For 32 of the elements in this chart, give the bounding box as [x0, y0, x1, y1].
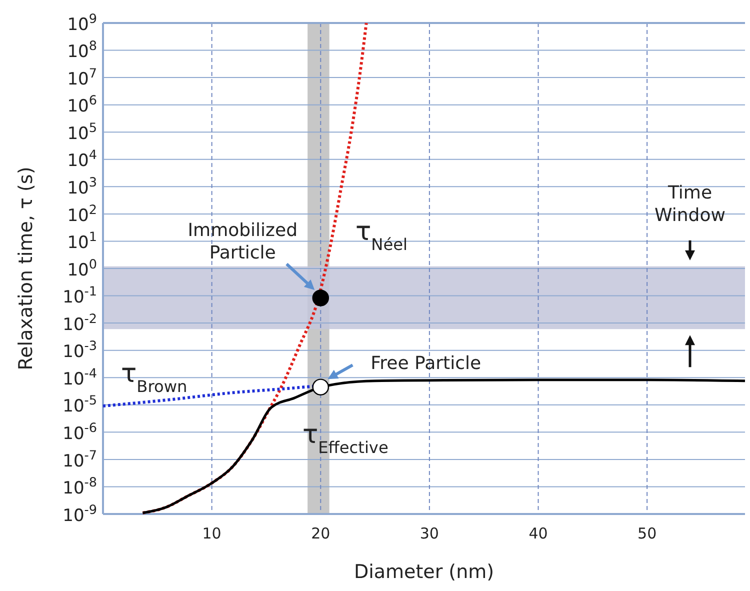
x-axis-title: Diameter (nm) — [354, 561, 494, 583]
y-tick-label: 10$^{-8}$ — [62, 475, 97, 499]
y-tick-label: 10$^{-4}$ — [62, 366, 97, 390]
x-tick-label: 20 — [311, 524, 330, 543]
x-tick-label: 10 — [202, 524, 222, 543]
x-tick-label: 40 — [528, 524, 548, 543]
x-tick-label: 30 — [420, 524, 439, 543]
y-tick-label: 10$^{-6}$ — [62, 420, 97, 444]
y-tick-label: 10$^{5}$ — [67, 120, 97, 144]
y-tick-label: 10$^{3}$ — [67, 174, 97, 198]
band-label: Time Window — [654, 182, 726, 226]
y-tick-label: 10$^{-9}$ — [62, 502, 97, 526]
y-tick-label: 10$^{1}$ — [67, 230, 97, 254]
x-tick-label: 50 — [638, 524, 657, 543]
annotation: Immobilized Particle — [188, 220, 298, 264]
y-tick-label: 10$^{7}$ — [67, 66, 97, 90]
y-tick-label: 10$^{2}$ — [67, 202, 97, 226]
annotation: Free Particle — [370, 353, 482, 374]
y-tick-label: 10$^{9}$ — [67, 11, 97, 35]
y-tick-label: 10$^{4}$ — [67, 148, 97, 172]
y-tick-label: 10$^{8}$ — [67, 38, 97, 62]
y-tick-label: 10$^{0}$ — [67, 256, 97, 280]
series-label: τ$_{Effective}$ — [302, 420, 388, 456]
y-axis-title: Relaxation time, τ (s) — [15, 166, 37, 370]
y-tick-label: 10$^{-5}$ — [62, 393, 97, 417]
y-tick-label: 10$^{-2}$ — [62, 311, 97, 335]
y-tick-label: 10$^{-7}$ — [62, 448, 97, 472]
y-tick-label: 10$^{6}$ — [67, 93, 97, 117]
y-tick-label: 10$^{-1}$ — [62, 284, 97, 308]
y-tick-label: 10$^{-3}$ — [62, 338, 97, 362]
series-label: τ$_{Brown}$ — [121, 359, 188, 396]
series-label: τ$_{Néel}$ — [356, 217, 408, 254]
